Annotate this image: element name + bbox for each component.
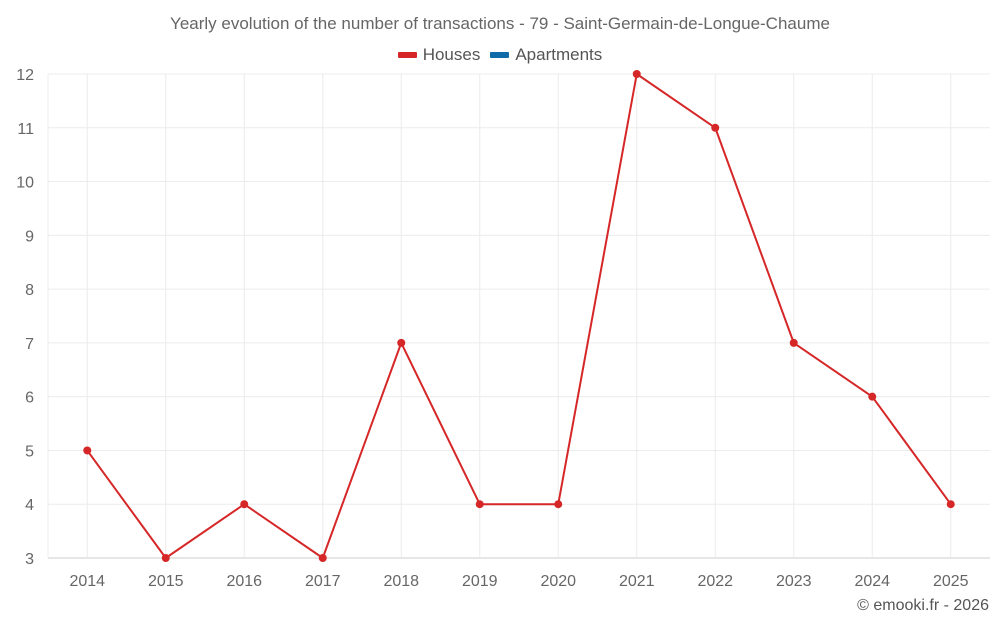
x-tick-label: 2014	[69, 573, 105, 590]
x-tick-label: 2020	[540, 573, 576, 590]
chart-title: Yearly evolution of the number of transa…	[170, 14, 830, 33]
y-tick-label: 11	[17, 121, 34, 138]
legend-label-houses: Houses	[422, 45, 481, 64]
legend-item-apartments[interactable]: Apartments	[490, 45, 602, 65]
x-tick-label: 2019	[462, 573, 498, 590]
legend-swatch-houses	[397, 52, 417, 58]
legend-label-apartments: Apartments	[515, 45, 603, 64]
data-point[interactable]	[83, 446, 92, 455]
credit-text: © emooki.fr - 2026	[857, 597, 989, 614]
data-point[interactable]	[868, 392, 877, 401]
x-tick-label: 2024	[854, 573, 890, 590]
data-point[interactable]	[161, 554, 170, 562]
x-tick-label: 2016	[226, 573, 262, 590]
data-point[interactable]	[711, 123, 720, 132]
data-point[interactable]	[632, 70, 641, 78]
data-point[interactable]	[946, 500, 955, 509]
data-point[interactable]	[318, 554, 327, 562]
y-tick-label: 12	[16, 67, 34, 84]
x-tick-label: 2021	[619, 573, 655, 590]
y-tick-label: 4	[25, 497, 34, 514]
x-tick-label: 2015	[148, 573, 184, 590]
x-tick-label: 2023	[776, 573, 812, 590]
data-point[interactable]	[475, 500, 484, 509]
y-tick-label: 9	[25, 228, 34, 245]
y-tick-label: 3	[25, 551, 34, 568]
x-tick-label: 2022	[697, 573, 733, 590]
x-tick-label: 2025	[933, 573, 969, 590]
series-line-houses	[86, 73, 952, 559]
y-tick-label: 6	[25, 390, 34, 407]
legend: Houses Apartments	[0, 45, 1000, 65]
data-point[interactable]	[554, 500, 563, 509]
x-tick-label: 2018	[383, 573, 419, 590]
y-tick-label: 10	[16, 175, 34, 192]
x-tick-label: 2017	[305, 573, 341, 590]
data-point[interactable]	[789, 338, 798, 347]
data-point[interactable]	[397, 338, 406, 347]
data-point[interactable]	[240, 500, 249, 509]
legend-swatch-apartments	[490, 52, 510, 58]
y-tick-label: 7	[25, 336, 34, 353]
y-tick-label: 5	[25, 443, 34, 460]
y-tick-label: 8	[25, 282, 34, 299]
legend-item-houses[interactable]: Houses	[397, 45, 481, 65]
